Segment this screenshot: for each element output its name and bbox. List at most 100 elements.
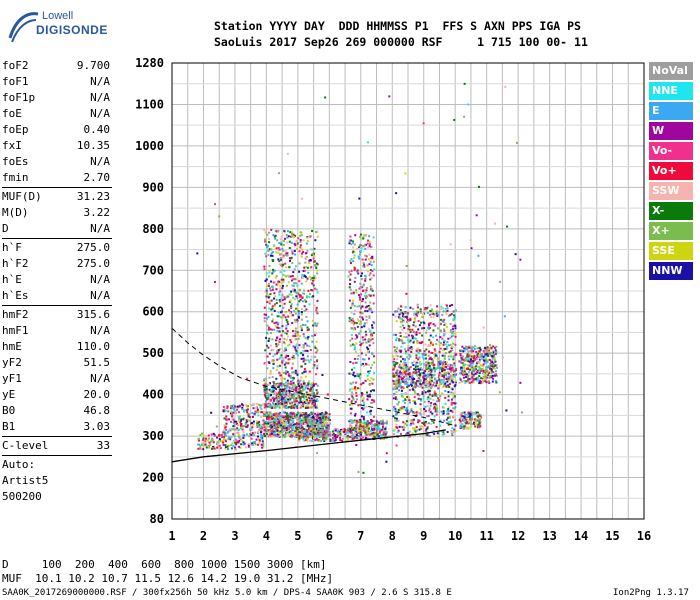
- echo-dot: [265, 344, 268, 347]
- echo-dot: [412, 422, 415, 425]
- echo-dot: [425, 433, 428, 436]
- echo-dot: [470, 374, 473, 377]
- echo-dot: [224, 425, 227, 428]
- echo-dot: [406, 409, 409, 412]
- param-row: foF2 9.700: [2, 58, 112, 74]
- param-value: N/A: [90, 324, 110, 337]
- echo-dot: [276, 323, 279, 326]
- echo-dot: [431, 394, 434, 397]
- echo-dot: [458, 360, 461, 363]
- echo-dot: [413, 360, 416, 363]
- echo-dot: [378, 420, 381, 423]
- echo-dot: [362, 284, 365, 287]
- echo-dot: [411, 378, 414, 381]
- echo-dot: [366, 437, 369, 440]
- echo-dot: [269, 331, 272, 334]
- echo-dot: [425, 379, 428, 382]
- echo-dot: [370, 335, 373, 338]
- echo-dot: [364, 362, 367, 365]
- echo-dot: [488, 381, 491, 384]
- echo-dot: [295, 386, 298, 389]
- echo-dot: [280, 421, 283, 424]
- echo-dot: [401, 406, 404, 409]
- echo-dot: [284, 366, 287, 369]
- echo-dot: [359, 423, 362, 426]
- echo-dot: [443, 318, 446, 321]
- echo-dot: [423, 421, 426, 424]
- echo-dot: [492, 351, 495, 354]
- echo-dot: [451, 379, 454, 382]
- echo-dot: [282, 278, 285, 281]
- echo-dot: [479, 355, 482, 358]
- echo-dot: [349, 273, 352, 276]
- echo-dot: [372, 236, 375, 239]
- echo-dot: [287, 393, 290, 396]
- echo-dot: [329, 422, 332, 425]
- echo-dot: [477, 415, 480, 418]
- echo-dot: [493, 374, 496, 377]
- echo-dot: [314, 346, 317, 349]
- echo-dot: [447, 416, 450, 419]
- echo-dot: [399, 407, 402, 410]
- echo-dot: [303, 305, 306, 308]
- echo-dot: [478, 350, 481, 353]
- echo-dot: [273, 328, 276, 331]
- echo-dot: [473, 378, 476, 381]
- echo-dot: [427, 400, 430, 403]
- echo-dot: [299, 427, 302, 430]
- echo-dot: [295, 239, 298, 242]
- echo-dot: [275, 275, 278, 278]
- echo-dot: [293, 428, 296, 431]
- echo-dot: [301, 412, 304, 415]
- echo-dot: [369, 339, 372, 342]
- echo-dot: [371, 257, 374, 260]
- echo-dot: [260, 404, 263, 407]
- echo-dot: [415, 383, 418, 386]
- echo-dot: [468, 345, 471, 348]
- echo-dot: [287, 295, 290, 298]
- echo-dot: [447, 337, 450, 340]
- echo-dot: [446, 309, 449, 312]
- echo-dot: [362, 427, 365, 430]
- echo-dot: [277, 400, 280, 403]
- echo-dot: [406, 395, 409, 398]
- echo-dot: [273, 382, 276, 385]
- echo-dot: [429, 377, 432, 380]
- echo-dot: [262, 446, 265, 449]
- echo-dot: [395, 426, 398, 429]
- echo-dot: [270, 405, 273, 408]
- param-row: fxI 10.35: [2, 138, 112, 154]
- echo-dot: [301, 252, 304, 255]
- param-value: 0.40: [83, 123, 111, 136]
- echo-dot: [363, 263, 366, 266]
- echo-dot: [415, 333, 418, 336]
- echo-dot: [315, 404, 318, 407]
- echo-dot: [310, 414, 313, 417]
- echo-dot: [309, 278, 312, 281]
- echo-dot: [485, 371, 488, 374]
- echo-dot: [242, 434, 245, 437]
- echo-dot: [353, 344, 356, 347]
- echo-dot: [435, 413, 438, 416]
- echo-dot: [454, 368, 457, 371]
- echo-dot: [303, 416, 306, 419]
- echo-dot: [372, 415, 375, 418]
- echo-dot: [295, 415, 298, 418]
- echo-dot: [280, 398, 283, 401]
- echo-dot: [429, 376, 432, 379]
- echo-dot: [372, 431, 375, 434]
- echo-dot: [266, 355, 269, 358]
- echo-dot: [423, 420, 426, 423]
- echo-dot: [284, 415, 287, 418]
- echo-dot: [309, 389, 312, 392]
- echo-dot: [266, 395, 269, 398]
- echo-dot: [430, 358, 433, 361]
- echo-dot: [492, 362, 495, 365]
- echo-dot: [266, 233, 269, 236]
- param-label: foEs: [2, 155, 29, 168]
- echo-dot: [450, 313, 453, 316]
- param-label: yF2: [2, 356, 22, 369]
- echo-dot: [412, 341, 415, 344]
- echo-dot: [428, 393, 431, 396]
- echo-dot: [322, 423, 325, 426]
